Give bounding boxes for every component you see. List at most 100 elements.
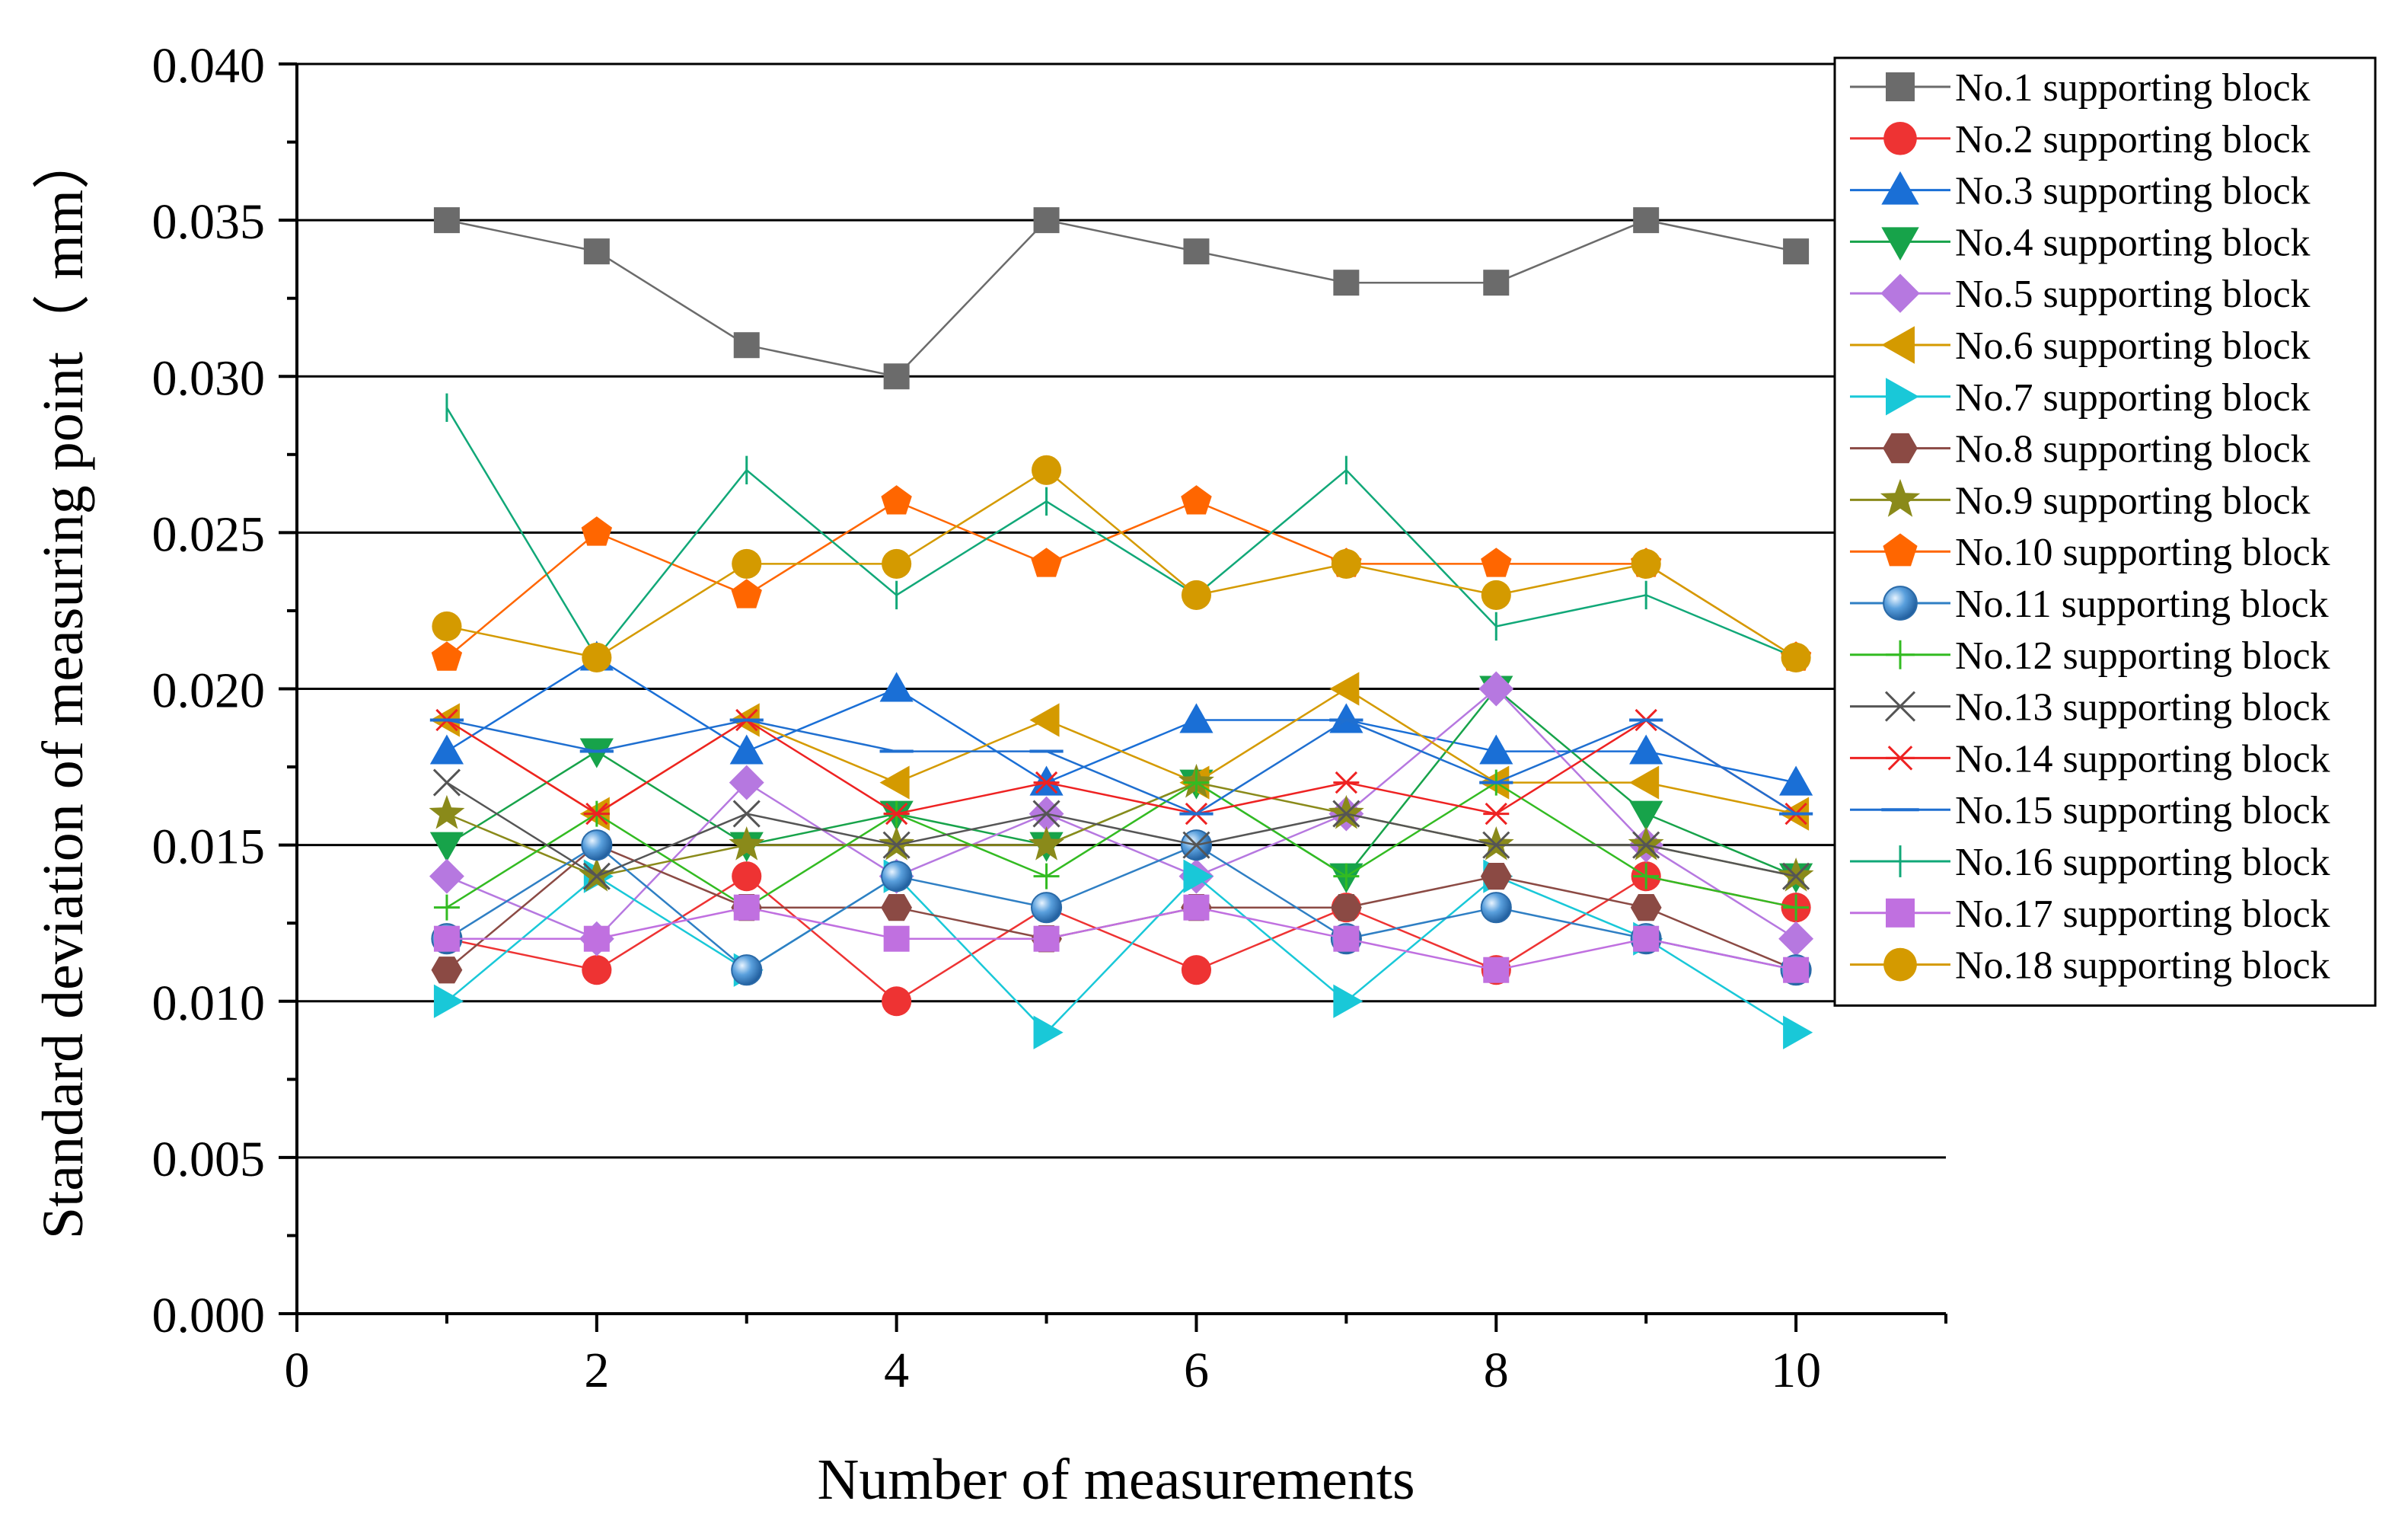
data-point <box>579 858 615 892</box>
data-point <box>881 894 912 921</box>
data-point <box>582 642 612 673</box>
data-point <box>581 516 612 546</box>
legend-item: No.9 supporting block <box>1850 478 2311 522</box>
data-point <box>883 925 910 952</box>
legend-marker <box>1880 273 1920 313</box>
data-point <box>882 548 912 579</box>
y-tick-label: 0.040 <box>152 38 266 94</box>
legend-item: No.4 supporting block <box>1850 221 2311 264</box>
data-point <box>1181 955 1212 985</box>
axes: 0.000 0.005 0.010 0.015 0.020 0.025 0.030 0.035… <box>152 38 1947 1398</box>
data-point <box>1033 1015 1064 1049</box>
series-line <box>446 719 1797 816</box>
legend-label: No.3 supporting block <box>1955 170 2311 213</box>
series-line <box>446 875 1797 1003</box>
legend-marker <box>1886 746 1915 771</box>
legend-item: No.3 supporting block <box>1850 170 2311 213</box>
data-point <box>1333 984 1363 1018</box>
data-point <box>429 832 464 862</box>
y-tick-label: 0.035 <box>152 194 266 250</box>
data-point <box>1181 580 1212 610</box>
legend-item: No.13 supporting block <box>1850 686 2330 730</box>
data-point <box>1632 831 1660 859</box>
legend: No.1 supporting block No.2 supporting blo… <box>1833 56 2377 1007</box>
legend-label: No.8 supporting block <box>1955 428 2311 471</box>
series-4 <box>429 675 1813 893</box>
series-layer <box>429 207 1814 1049</box>
y-tick-label: 0.020 <box>152 663 266 719</box>
x-tick-label: 6 <box>1184 1343 1209 1398</box>
y-axis-title: Standard deviation of measuring point（ m… <box>31 132 95 1239</box>
series-line <box>446 781 1797 878</box>
data-point <box>1033 925 1060 952</box>
series-11 <box>431 829 1812 986</box>
data-point <box>1480 892 1512 924</box>
legend-label: No.16 supporting block <box>1955 841 2330 884</box>
data-point <box>732 548 762 579</box>
legend-marker <box>1886 378 1919 416</box>
series-line <box>446 906 1797 971</box>
data-point <box>1633 863 1660 889</box>
data-point <box>883 363 910 390</box>
data-point <box>432 611 462 641</box>
data-point <box>1333 270 1360 296</box>
data-point <box>1331 894 1362 921</box>
legend-label: No.18 supporting block <box>1955 944 2330 988</box>
data-point <box>583 238 610 265</box>
legend-item: No.18 supporting block <box>1850 944 2330 988</box>
data-point <box>1633 925 1660 952</box>
data-point <box>1478 671 1514 707</box>
legend-label: No.9 supporting block <box>1955 479 2311 522</box>
data-point <box>881 861 913 893</box>
y-tick-label: 0.030 <box>152 350 266 406</box>
series-17 <box>433 894 1810 983</box>
data-point <box>433 925 460 952</box>
y-tick-label: 0.010 <box>152 976 266 1031</box>
data-point <box>1778 921 1814 957</box>
data-point <box>1029 703 1060 737</box>
data-point <box>582 862 611 890</box>
data-point <box>1478 826 1514 861</box>
y-tick-label: 0.025 <box>152 506 266 562</box>
data-point <box>1631 548 1661 579</box>
legend-item: No.10 supporting block <box>1850 531 2330 574</box>
data-point <box>1778 765 1813 796</box>
x-tick-label: 8 <box>1484 1343 1509 1398</box>
data-point <box>1181 485 1212 515</box>
data-point <box>1629 765 1660 800</box>
data-point <box>1778 858 1814 892</box>
data-point <box>1333 863 1360 889</box>
series-line <box>446 656 1797 784</box>
x-axis-title: Number of measurements <box>817 1448 1415 1512</box>
legend-marker <box>1886 898 1915 928</box>
data-point <box>429 734 464 765</box>
legend-marker <box>1886 640 1915 669</box>
legend-label: No.14 supporting block <box>1955 737 2330 781</box>
data-point <box>1783 238 1810 265</box>
data-point <box>1479 734 1513 765</box>
legend-label: No.7 supporting block <box>1955 376 2311 420</box>
data-point <box>1783 957 1810 983</box>
legend-marker <box>1881 171 1919 205</box>
y-tick-label: 0.000 <box>152 1288 266 1343</box>
data-point <box>729 734 764 765</box>
data-point <box>1630 894 1662 921</box>
series-line <box>446 874 1797 1034</box>
legend-label: No.11 supporting block <box>1955 583 2329 626</box>
y-tick-label: 0.005 <box>152 1132 266 1187</box>
legend-box <box>1833 56 2377 1007</box>
data-point <box>583 925 610 952</box>
series-line <box>446 219 1797 378</box>
legend-item: No.14 supporting block <box>1850 737 2330 781</box>
data-point <box>882 986 912 1017</box>
data-point <box>1331 548 1361 579</box>
data-point <box>1782 862 1810 890</box>
legend-marker <box>1883 121 1917 155</box>
data-point <box>1481 580 1511 610</box>
data-point <box>1032 800 1060 828</box>
legend-item: No.15 supporting block <box>1850 789 2330 832</box>
legend-label: No.1 supporting block <box>1955 66 2311 110</box>
data-point <box>432 768 461 797</box>
series-line <box>446 719 1797 816</box>
data-point <box>733 332 760 359</box>
